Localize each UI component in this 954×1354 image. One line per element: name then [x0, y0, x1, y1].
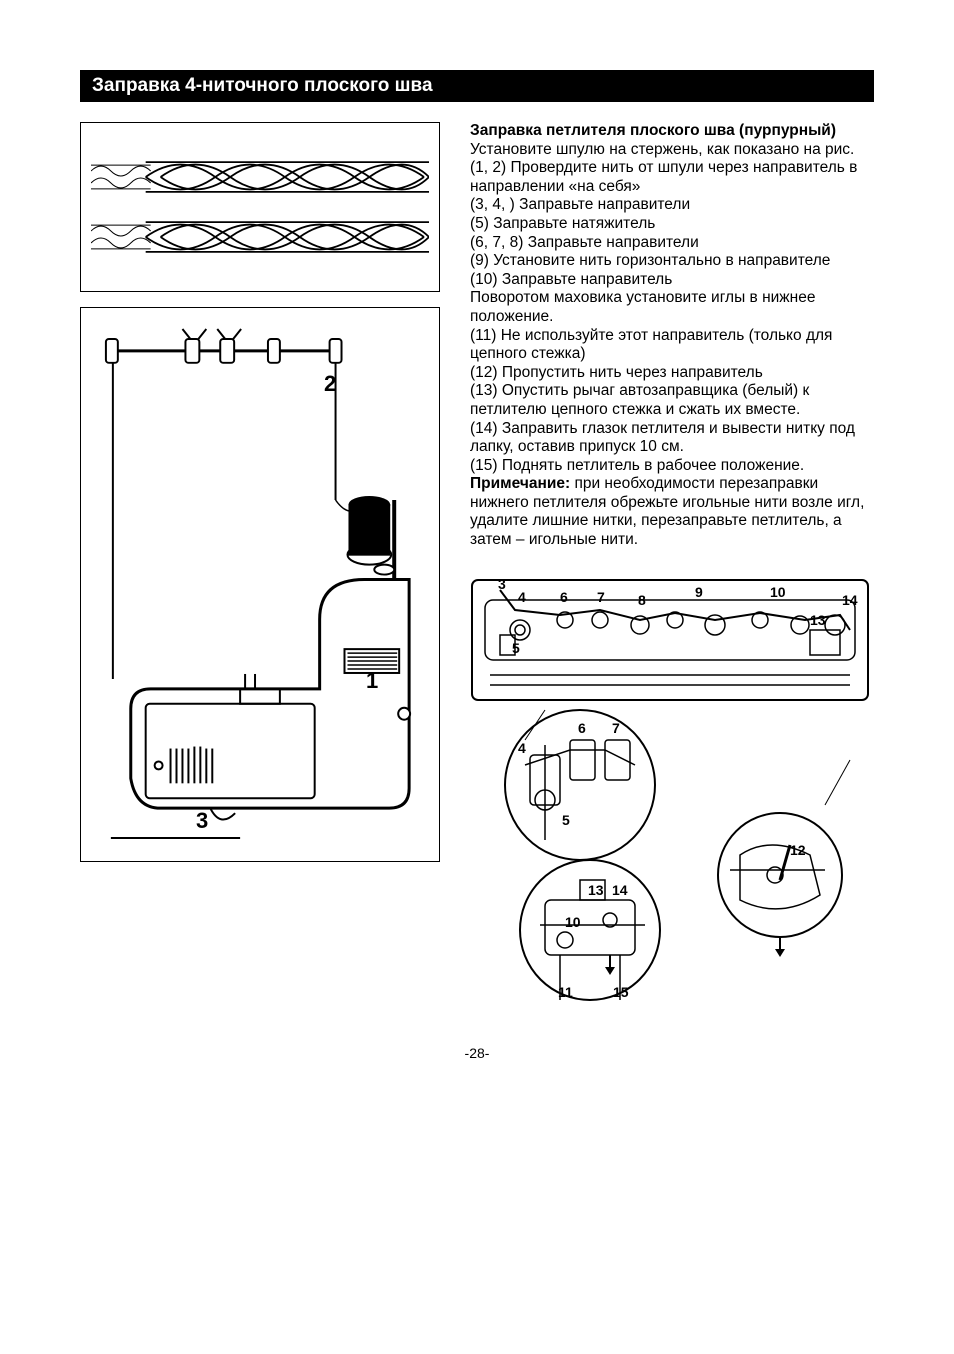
- svg-text:12: 12: [790, 842, 806, 858]
- internal-view-diagram: 3 4 5 6 7 8 9 10 13 14: [470, 575, 870, 705]
- svg-text:7: 7: [597, 589, 605, 605]
- svg-text:11: 11: [558, 984, 573, 1000]
- svg-text:10: 10: [565, 914, 581, 930]
- instruction-line: (6, 7, 8) Заправьте направители: [470, 234, 874, 253]
- svg-text:9: 9: [695, 584, 703, 600]
- svg-text:10: 10: [770, 584, 786, 600]
- instruction-line: (13) Опустить рычаг автозаправщика (белы…: [470, 382, 874, 419]
- diagram-label-3: 3: [196, 808, 208, 834]
- instruction-line: (9) Установите нить горизонтально в напр…: [470, 252, 874, 271]
- svg-text:13: 13: [588, 882, 604, 898]
- svg-text:4: 4: [518, 589, 526, 605]
- svg-text:15: 15: [613, 984, 629, 1000]
- content-row: 2 1 3 Заправка петлителя плоского шва (п…: [80, 122, 874, 1005]
- stitch-sample-diagram: [80, 122, 440, 292]
- instruction-line: (5) Заправьте натяжитель: [470, 215, 874, 234]
- svg-text:6: 6: [578, 720, 586, 736]
- page-number: -28-: [80, 1045, 874, 1061]
- svg-text:7: 7: [612, 720, 620, 736]
- threading-path-diagrams: 3 4 5 6 7 8 9 10 13 14: [470, 575, 874, 1005]
- instruction-line: (12) Пропустить нить через направитель: [470, 364, 874, 383]
- right-column: Заправка петлителя плоского шва (пурпурн…: [470, 122, 874, 1005]
- section-header: Заправка 4-ниточного плоского шва: [80, 70, 874, 102]
- left-column: 2 1 3: [80, 122, 440, 1005]
- diagram-label-2: 2: [324, 371, 336, 397]
- instruction-line: Установите шпулю на стержень, как показа…: [470, 141, 874, 160]
- note: Примечание: при необходимости перезаправ…: [470, 475, 874, 549]
- svg-text:13: 13: [810, 612, 826, 628]
- instruction-line: (15) Поднять петлитель в рабочее положен…: [470, 457, 874, 476]
- svg-text:14: 14: [842, 592, 858, 608]
- svg-text:5: 5: [562, 812, 570, 828]
- instruction-line: (11) Не используйте этот направитель (то…: [470, 327, 874, 364]
- instruction-line: (14) Заправить глазок петлителя и вывест…: [470, 420, 874, 457]
- diagram-label-1: 1: [366, 668, 378, 694]
- stitch-row-bottom: [91, 217, 429, 257]
- svg-text:5: 5: [512, 640, 520, 656]
- detail-circles-diagram: 4 5 6 7 12: [470, 705, 870, 1005]
- subtitle: Заправка петлителя плоского шва (пурпурн…: [470, 122, 874, 141]
- stitch-row-top: [91, 157, 429, 197]
- svg-text:3: 3: [498, 576, 506, 592]
- instruction-line: (3, 4, ) Заправьте направители: [470, 196, 874, 215]
- svg-text:8: 8: [638, 592, 646, 608]
- svg-text:14: 14: [612, 882, 628, 898]
- note-label: Примечание:: [470, 475, 570, 492]
- instruction-line: Поворотом маховика установите иглы в ниж…: [470, 289, 874, 326]
- svg-text:4: 4: [518, 740, 526, 756]
- machine-top-diagram: 2 1 3: [80, 307, 440, 862]
- svg-text:6: 6: [560, 589, 568, 605]
- instruction-line: (1, 2) Провердите нить от шпули через на…: [470, 159, 874, 196]
- instruction-line: (10) Заправьте направитель: [470, 271, 874, 290]
